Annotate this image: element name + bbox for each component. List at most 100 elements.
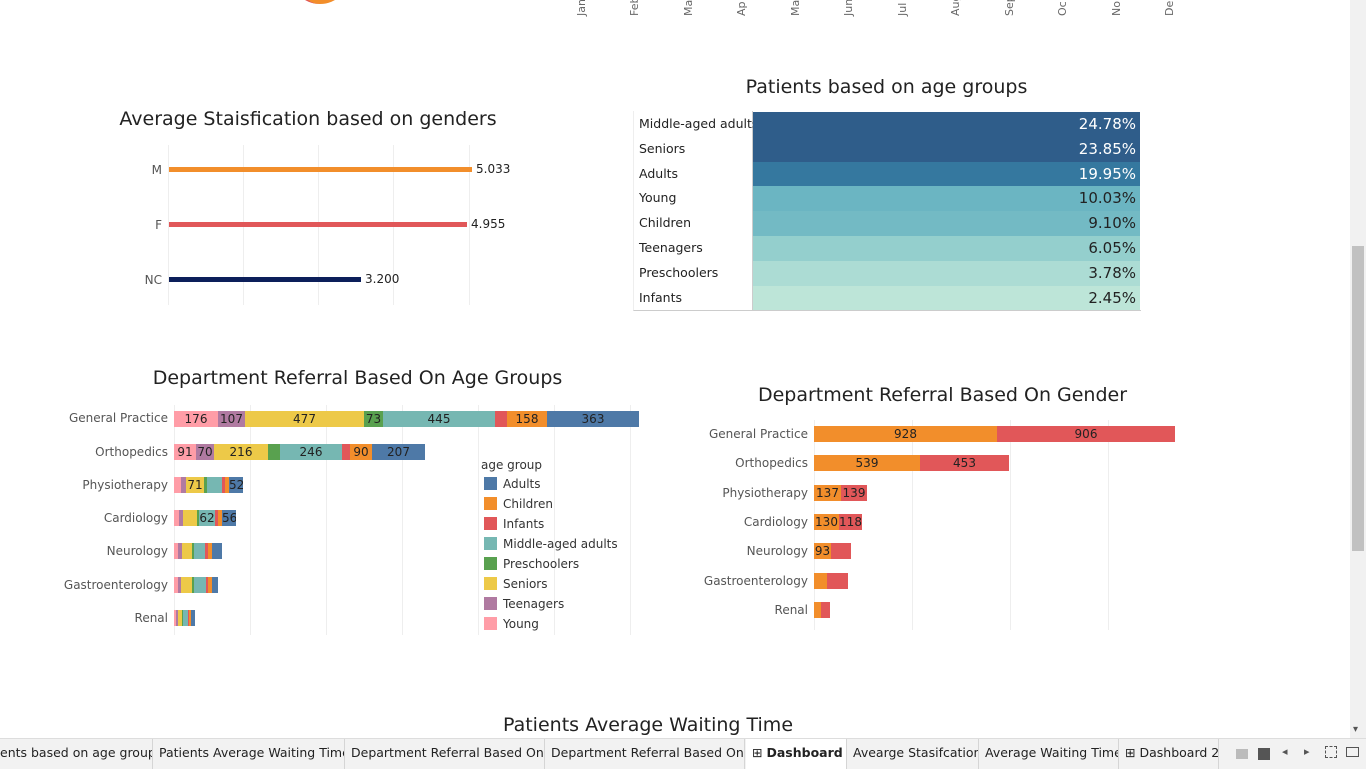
satisfaction-bar-f[interactable] [169,222,467,227]
tab-dashboard-1[interactable]: ⊞ Dashboard 1 [746,739,847,769]
bar-segment-teenagers[interactable]: 70 [196,444,214,460]
show-tabs-icon[interactable] [1258,748,1270,760]
fullscreen-icon[interactable] [1325,746,1337,758]
age-table-row[interactable]: Infants 2.45% [633,285,1140,311]
tab-dept-referral-1[interactable]: Department Referral Based On ... [345,739,545,769]
legend-item[interactable]: Infants [484,517,544,537]
bar-segment-infants[interactable] [222,477,225,493]
bar-segment-children[interactable] [208,543,212,559]
tab-dept-referral-2[interactable]: Department Referral Based On ... [545,739,745,769]
bar-segment-young[interactable] [174,610,176,626]
bar-segment-female[interactable] [827,572,848,589]
legend-item[interactable]: Adults [484,477,541,497]
bar-segment-preschoolers[interactable] [268,444,280,460]
bar-segment-seniors[interactable] [183,510,197,526]
age-table-row[interactable]: Adults 19.95% [633,161,1140,187]
legend-item[interactable]: Preschoolers [484,557,579,577]
bar-segment-adults[interactable]: 52 [229,477,243,493]
bar-segment-female[interactable]: 118 [839,513,862,530]
bar-segment-infants[interactable] [188,610,189,626]
bar-segment-female[interactable] [831,543,851,560]
age-table-row[interactable]: Preschoolers 3.78% [633,260,1140,286]
presentation-icon[interactable] [1346,747,1359,757]
bar-segment-children[interactable] [218,510,222,526]
bar-segment-preschoolers[interactable] [182,610,183,626]
bar-segment-children[interactable] [189,610,191,626]
bar-segment-preschoolers[interactable] [197,510,199,526]
bar-segment-children[interactable] [208,577,212,593]
bar-segment-seniors[interactable] [182,543,192,559]
vertical-scrollbar[interactable]: ▾ [1350,0,1366,738]
bar-segment-infants[interactable] [205,543,208,559]
legend-item[interactable]: Children [484,497,553,517]
bar-segment-adults[interactable]: 207 [372,444,425,460]
bar-segment-preschoolers[interactable] [192,577,194,593]
bar-segment-young[interactable]: 91 [174,444,196,460]
age-table-row[interactable]: Young 10.03% [633,186,1140,212]
bar-segment-children[interactable]: 90 [350,444,372,460]
bar-segment-teenagers[interactable] [179,510,183,526]
bar-segment-male[interactable]: 130 [814,513,839,530]
bar-segment-middle-aged[interactable] [194,577,206,593]
tab-avg-waiting-time[interactable]: Average Waiting Time [979,739,1119,769]
bar-segment-preschoolers[interactable] [204,477,207,493]
bar-segment-middle-aged[interactable] [194,543,205,559]
bar-segment-female[interactable] [821,601,830,618]
bar-segment-teenagers[interactable] [181,477,186,493]
bar-segment-seniors[interactable]: 477 [245,411,364,427]
satisfaction-bar-m[interactable] [169,167,472,172]
tab-patients-age-groups[interactable]: ents based on age groups [0,739,153,769]
scrollbar-thumb[interactable] [1352,246,1364,551]
bar-segment-young[interactable] [174,577,178,593]
bar-segment-middle-aged[interactable] [207,477,222,493]
bar-segment-infants[interactable] [215,510,218,526]
bar-segment-seniors[interactable]: 216 [214,444,268,460]
legend-item[interactable]: Seniors [484,577,547,597]
bar-segment-young[interactable] [174,477,181,493]
age-table-row[interactable]: Teenagers 6.05% [633,236,1140,261]
bar-segment-teenagers[interactable] [176,610,178,626]
bar-segment-infants[interactable] [206,577,208,593]
bar-segment-male[interactable]: 93 [814,543,831,560]
age-table-row[interactable]: Children 9.10% [633,211,1140,236]
scroll-down-icon[interactable]: ▾ [1353,724,1359,735]
bar-segment-adults[interactable] [212,543,222,559]
bar-segment-children[interactable] [225,477,229,493]
bar-segment-preschoolers[interactable]: 73 [364,411,383,427]
bar-segment-middle-aged[interactable]: 62 [199,510,215,526]
satisfaction-bar-nc[interactable] [169,277,361,282]
bar-segment-middle-aged[interactable]: 246 [280,444,342,460]
bar-segment-seniors[interactable] [181,577,192,593]
bar-segment-teenagers[interactable]: 107 [218,411,245,427]
tab-dashboard-2[interactable]: ⊞ Dashboard 2 [1119,739,1219,769]
age-table-row[interactable]: Middle-aged adults 24.78% [633,112,1140,137]
bar-segment-young[interactable] [174,543,178,559]
bar-segment-male[interactable]: 137 [814,484,841,501]
bar-segment-male[interactable] [814,601,821,618]
legend-item[interactable]: Young [484,617,539,637]
bar-segment-teenagers[interactable] [178,577,181,593]
bar-segment-children[interactable]: 158 [507,411,547,427]
bar-segment-middle-aged[interactable] [183,610,188,626]
bar-segment-young[interactable]: 176 [174,411,218,427]
bar-segment-middle-aged[interactable]: 445 [383,411,495,427]
bar-segment-teenagers[interactable] [178,543,182,559]
next-sheet-icon[interactable]: ▸ [1304,745,1310,758]
bar-segment-seniors[interactable]: 71 [186,477,204,493]
age-table-row[interactable]: Seniors 23.85% [633,136,1140,162]
bar-segment-seniors[interactable] [178,610,182,626]
bar-segment-female[interactable]: 906 [997,426,1175,442]
bar-segment-young[interactable] [174,510,179,526]
tab-avg-satisfaction[interactable]: Avearge Stasifcation [847,739,979,769]
bar-segment-infants[interactable] [495,411,507,427]
bar-segment-adults[interactable] [191,610,195,626]
bar-segment-male[interactable]: 928 [814,426,997,442]
bar-segment-adults[interactable]: 56 [222,510,236,526]
bar-segment-female[interactable]: 453 [920,455,1009,472]
legend-item[interactable]: Middle-aged adults [484,537,618,557]
show-filmstrip-icon[interactable] [1236,749,1248,759]
bar-segment-infants[interactable] [342,444,350,460]
bar-segment-male[interactable]: 539 [814,455,920,472]
bar-segment-preschoolers[interactable] [192,543,194,559]
tab-patients-avg-waiting[interactable]: Patients Average Waiting Time [153,739,345,769]
